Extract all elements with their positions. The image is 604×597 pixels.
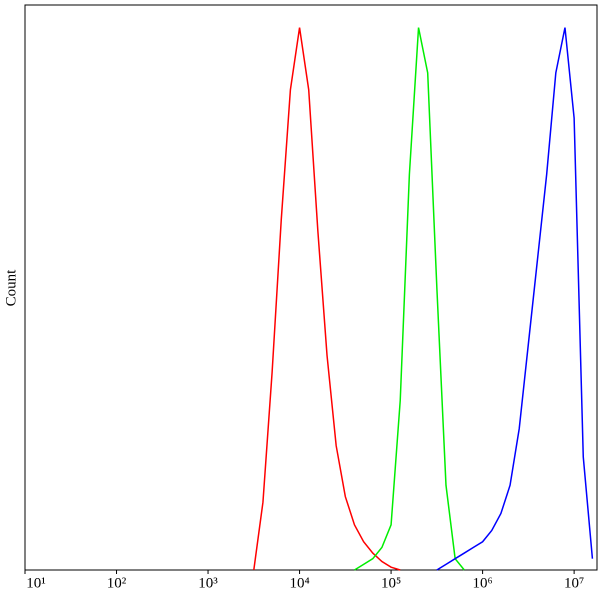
- x-tick-label: 10⁴: [289, 575, 309, 591]
- series-line: [354, 27, 465, 571]
- x-tick-label: 10³: [198, 575, 218, 591]
- series-line: [253, 27, 401, 571]
- x-tick-label: 10⁷: [564, 575, 584, 591]
- plot-frame: [24, 4, 598, 571]
- x-tick-label: 10¹: [26, 575, 46, 591]
- series-line: [436, 27, 594, 571]
- x-tick-label: 10²: [107, 575, 127, 591]
- x-tick-label: 10⁵: [381, 575, 401, 591]
- y-axis-label: Count: [3, 269, 19, 307]
- x-tick-label: 10⁶: [472, 575, 492, 591]
